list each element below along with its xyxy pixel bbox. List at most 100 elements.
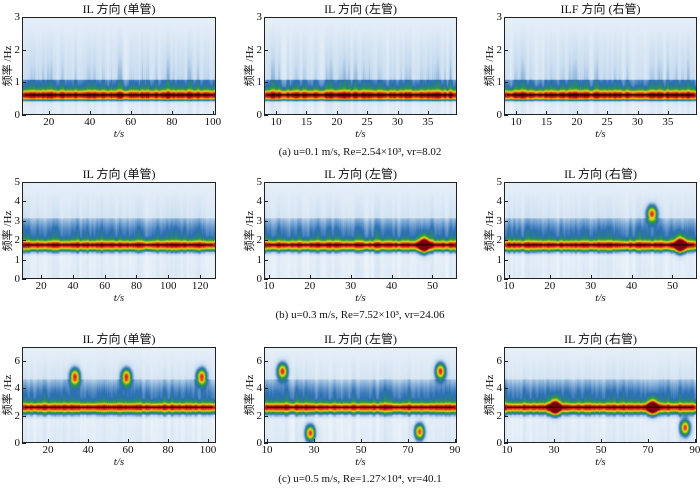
spectrogram-plot xyxy=(264,182,457,279)
x-tick-label: 20 xyxy=(331,116,343,128)
y-tick-mark xyxy=(504,388,508,390)
x-tick-mark xyxy=(306,111,308,115)
y-tick-label: 0 xyxy=(256,273,263,285)
wavelet-spectrum xyxy=(505,348,696,442)
x-axis-label: t/s xyxy=(355,128,366,140)
panel-title: ILF 方向 (右管) xyxy=(560,2,641,16)
x-tick-mark xyxy=(391,275,393,279)
y-tick-label: 3 xyxy=(256,11,263,23)
x-tick-label: 60 xyxy=(122,444,134,456)
x-tick-label: 80 xyxy=(130,280,142,292)
wavelet-spectrum xyxy=(23,348,215,442)
y-tick-mark xyxy=(504,220,508,222)
x-axis-label: t/s xyxy=(113,292,125,304)
y-tick-label: 2 xyxy=(256,43,263,56)
y-tick-label: 0 xyxy=(14,437,21,449)
caption-a: (a) u=0.1 m/s, Re=2.54×10³, vr=8.02 xyxy=(278,146,442,158)
y-tick-label: 4 xyxy=(14,382,21,395)
x-tick-mark xyxy=(200,275,202,279)
x-tick-label: 70 xyxy=(642,444,654,456)
x-tick-mark xyxy=(607,111,609,115)
x-tick-mark xyxy=(360,439,362,443)
y-tick-label: 1 xyxy=(14,76,21,89)
x-tick-label: 60 xyxy=(99,280,111,292)
x-tick-mark xyxy=(309,275,311,279)
x-axis-label: t/s xyxy=(113,456,125,468)
y-tick-label: 2 xyxy=(14,43,21,56)
x-tick-mark xyxy=(637,111,639,115)
y-tick-mark xyxy=(504,259,508,261)
y-tick-mark xyxy=(264,240,268,242)
panel-title: IL 方向 (左管) xyxy=(324,167,397,181)
y-tick-mark xyxy=(264,82,268,84)
x-tick-label: 10 xyxy=(263,280,275,292)
x-tick-label: 40 xyxy=(67,280,79,292)
y-tick-mark xyxy=(22,82,26,84)
y-tick-mark xyxy=(264,17,268,18)
y-axis-label: 频率 /Hz xyxy=(2,374,14,416)
x-tick-label: 30 xyxy=(308,444,320,456)
wavelet-spectrum xyxy=(23,18,215,114)
y-tick-mark xyxy=(22,17,26,18)
y-tick-label: 3 xyxy=(256,214,263,227)
y-tick-mark xyxy=(264,220,268,222)
wavelet-spectrum xyxy=(265,348,456,442)
y-tick-mark xyxy=(264,201,268,203)
y-tick-label: 0 xyxy=(256,109,263,121)
x-tick-mark xyxy=(427,111,429,115)
panel-title: IL 方向 (左管) xyxy=(324,2,397,16)
y-axis-label: 频率 /Hz xyxy=(2,45,14,87)
y-tick-mark xyxy=(504,49,508,51)
x-tick-label: 80 xyxy=(162,444,174,456)
x-tick-label: 20 xyxy=(43,116,55,128)
x-tick-label: 50 xyxy=(595,444,607,456)
y-axis-label: 频率 /Hz xyxy=(244,374,256,416)
y-tick-label: 1 xyxy=(14,253,21,266)
x-tick-mark xyxy=(647,439,649,443)
x-tick-label: 10 xyxy=(503,280,515,292)
y-tick-mark xyxy=(22,201,26,203)
x-tick-mark xyxy=(267,439,269,443)
y-tick-mark xyxy=(264,182,268,183)
x-tick-label: 35 xyxy=(422,116,434,128)
x-tick-label: 60 xyxy=(125,116,137,128)
y-tick-label: 2 xyxy=(256,234,263,247)
y-tick-mark xyxy=(504,279,508,280)
spectrogram-plot xyxy=(504,182,697,279)
x-axis-label: t/s xyxy=(595,128,606,140)
y-tick-label: 2 xyxy=(256,409,263,422)
y-tick-mark xyxy=(264,388,268,390)
y-tick-mark xyxy=(504,240,508,242)
spectrogram-plot xyxy=(264,347,457,443)
x-tick-mark xyxy=(41,275,43,279)
x-tick-mark xyxy=(432,275,434,279)
x-tick-label: 40 xyxy=(626,280,638,292)
x-tick-label: 30 xyxy=(345,280,357,292)
y-tick-label: 4 xyxy=(14,195,21,208)
wavelet-spectrum xyxy=(265,18,456,114)
x-tick-mark xyxy=(171,111,173,115)
x-tick-label: 10 xyxy=(270,116,282,128)
x-tick-mark xyxy=(508,275,510,279)
y-tick-mark xyxy=(22,49,26,51)
x-tick-label: 100 xyxy=(199,444,217,456)
x-tick-mark xyxy=(89,111,91,115)
x-tick-label: 50 xyxy=(666,280,678,292)
x-tick-mark xyxy=(208,439,209,443)
y-axis-label: 频率 /Hz xyxy=(244,210,256,251)
spectrogram-plot xyxy=(22,17,216,115)
x-tick-label: 30 xyxy=(392,116,404,128)
y-axis-label: 频率 /Hz xyxy=(244,45,256,87)
y-tick-mark xyxy=(22,259,26,261)
y-tick-label: 0 xyxy=(14,109,21,121)
y-tick-mark xyxy=(264,279,268,280)
y-tick-label: 2 xyxy=(14,409,21,422)
y-tick-label: 5 xyxy=(256,176,263,188)
x-tick-mark xyxy=(600,439,602,443)
x-tick-label: 100 xyxy=(204,116,222,128)
y-tick-mark xyxy=(264,49,268,51)
y-tick-label: 2 xyxy=(496,234,503,247)
y-tick-mark xyxy=(504,17,508,18)
x-tick-label: 30 xyxy=(632,116,644,128)
y-tick-label: 0 xyxy=(496,109,503,121)
